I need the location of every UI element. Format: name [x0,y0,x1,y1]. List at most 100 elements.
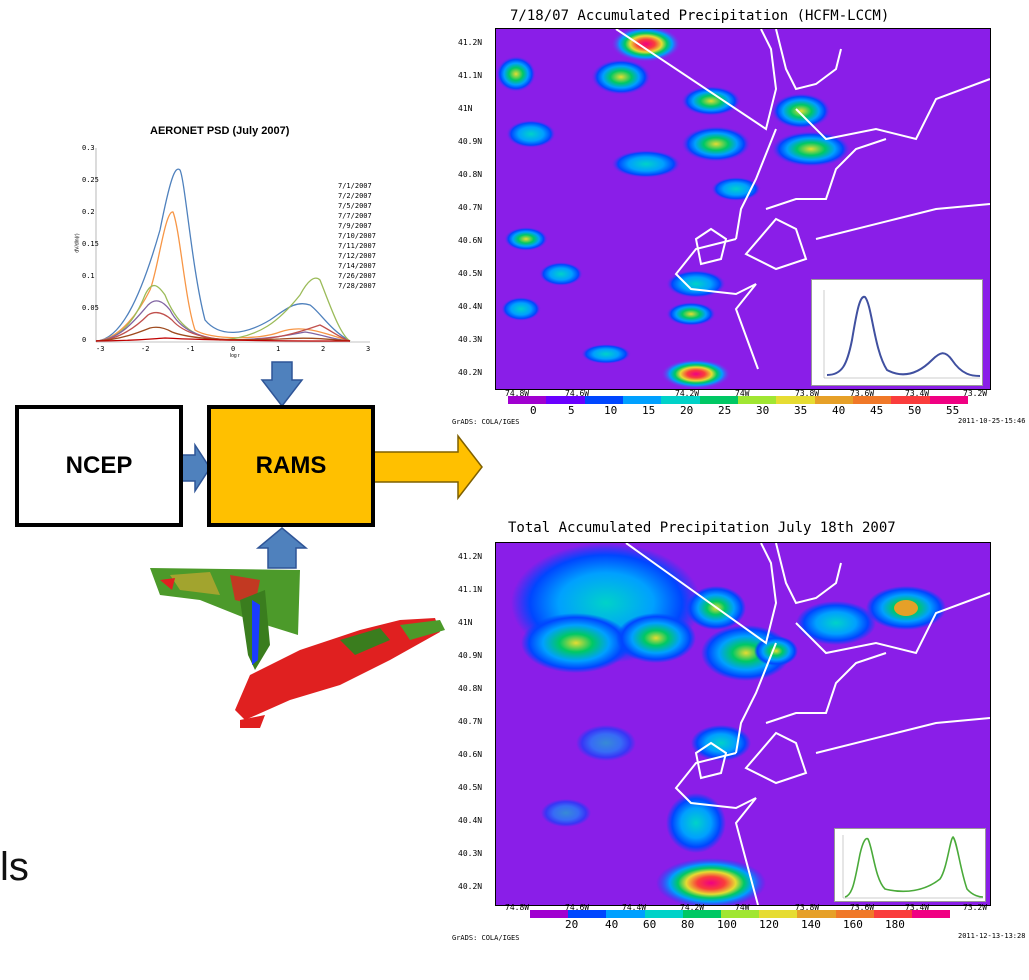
lat-tick: 40.5N [458,783,483,792]
down-arrow-icon [260,361,304,408]
psd-ytick: 0.1 [82,272,95,280]
lon-tick: 73.8W [795,903,820,912]
colorbar-swatch [606,910,645,918]
up-arrow-icon [255,527,309,569]
lat-tick: 41.2N [458,552,483,561]
psd-legend-item: 7/14/2007 [338,262,376,270]
bottom-credit: GrADS: COLA/IGES [452,934,520,942]
lon-tick: 74.2W [680,903,705,912]
lon-tick: 74.8W [505,389,530,398]
colorbar-swatch [737,396,777,404]
colorbar-label: 40 [832,404,846,417]
lon-tick: 73.6W [850,389,875,398]
lat-tick: 40.2N [458,368,483,377]
bottom-inset-plot [842,835,984,899]
colorbar-label: 25 [718,404,732,417]
psd-ytick: 0.3 [82,144,95,152]
bottom-lat-ticks: 41.2N 41.1N 41N 40.9N 40.8N 40.7N 40.6N … [458,542,494,904]
top-credit: GrADS: COLA/IGES [452,418,520,426]
colorbar-label: 160 [843,918,863,931]
colorbar-swatch [644,910,683,918]
lat-tick: 40.3N [458,335,483,344]
bottom-inset-chart [834,828,986,902]
colorbar-swatch [797,910,836,918]
top-inset-plot [823,290,981,379]
lon-tick: 74.6W [565,389,590,398]
lat-tick: 41.2N [458,38,483,47]
colorbar-label: 20 [565,918,579,931]
top-lat-ticks: 41.2N 41.1N 41N 40.9N 40.8N 40.7N 40.6N … [458,28,494,388]
output-arrow-icon [372,433,483,501]
colorbar-label: 40 [605,918,619,931]
colorbar-swatch [568,910,607,918]
lat-tick: 40.9N [458,137,483,146]
psd-series-line [95,337,351,342]
psd-series-line [95,300,351,342]
colorbar-swatch [852,396,892,404]
psd-plot [95,148,370,343]
colorbar-swatch [682,910,721,918]
psd-legend-item: 7/11/2007 [338,242,376,250]
colorbar-label: 5 [568,404,575,417]
lon-tick: 74W [735,903,750,912]
lat-tick: 40.5N [458,269,483,278]
lon-tick: 74.8W [505,903,530,912]
psd-xtick: 0 [231,345,236,353]
psd-legend-item: 7/1/2007 [338,182,372,190]
top-map-title: 7/18/07 Accumulated Precipitation (HCFM-… [510,8,890,24]
lat-tick: 40.8N [458,170,483,179]
psd-series-line [95,311,351,342]
psd-chart: AERONET PSD (July 2007) dV/dln(r) log r … [75,120,390,370]
lat-tick: 40.4N [458,816,483,825]
lon-tick: 74.4W [622,903,647,912]
lat-tick: 41N [458,618,473,627]
psd-legend-item: 7/12/2007 [338,252,376,260]
lat-tick: 40.6N [458,236,483,245]
colorbar-label: 180 [885,918,905,931]
lat-tick: 41.1N [458,71,483,80]
lon-tick: 73.2W [963,389,988,398]
colorbar-swatch [911,910,951,918]
lon-tick: 74.6W [565,903,590,912]
lat-tick: 41N [458,104,473,113]
colorbar-label: 120 [759,918,779,931]
top-map-precip [496,29,990,389]
psd-xlabel: log r [230,353,240,359]
lat-tick: 41.1N [458,585,483,594]
psd-series-line [95,326,351,342]
psd-chart-title: AERONET PSD (July 2007) [150,125,290,137]
psd-legend-item: 7/2/2007 [338,192,372,200]
lat-tick: 40.2N [458,882,483,891]
colorbar-swatch [584,396,623,404]
colorbar-swatch [776,396,815,404]
bottom-map-precip [511,543,990,905]
colorbar-label: 60 [643,918,657,931]
colorbar-swatch [546,396,585,404]
psd-legend-item: 7/26/2007 [338,272,376,280]
psd-legend-item: 7/28/2007 [338,282,376,290]
colorbar-swatch [530,910,569,918]
bottom-map-title: Total Accumulated Precipitation July 18t… [508,520,896,536]
colorbar-label: 100 [717,918,737,931]
colorbar-swatch [661,396,700,404]
lat-tick: 40.8N [458,684,483,693]
lon-tick: 73.2W [963,903,988,912]
top-map [495,28,991,390]
psd-legend-item: 7/5/2007 [338,202,372,210]
land-use-map [150,568,445,728]
bottom-timestamp: 2011-12-13-13:28 [958,932,1026,940]
lon-tick: 74W [735,389,750,398]
top-timestamp: 2011-10-25-15:46 [958,417,1026,425]
colorbar-swatch [873,910,912,918]
psd-xtick: -2 [141,345,150,353]
psd-ytick: 0.2 [82,208,95,216]
lat-tick: 40.7N [458,203,483,212]
colorbar-swatch [835,910,874,918]
psd-ytick: 0.15 [82,240,99,248]
psd-legend-item: 7/7/2007 [338,212,372,220]
colorbar-label: 50 [908,404,922,417]
partial-text: ls [0,845,29,889]
lon-tick: 73.8W [795,389,820,398]
colorbar-label: 0 [530,404,537,417]
lon-tick: 73.6W [850,903,875,912]
